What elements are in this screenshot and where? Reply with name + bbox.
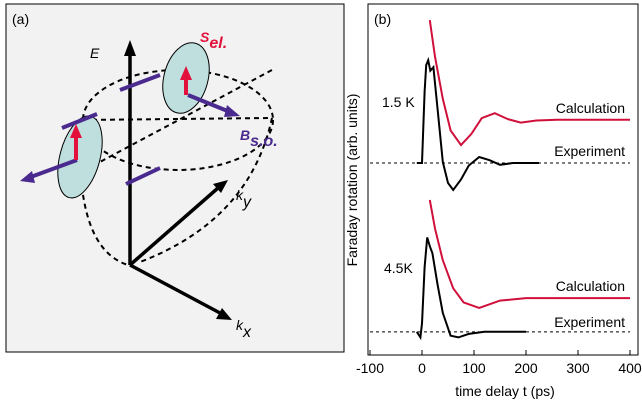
symbol: k: [236, 317, 244, 333]
series-label: Experiment: [554, 143, 625, 159]
series-label: Experiment: [554, 314, 625, 330]
arrow-head: [224, 105, 240, 117]
panel-b: (b) -100 0 100 200 300 400 time delay t (ps) Far…: [344, 3, 642, 399]
field-arrow: [61, 112, 98, 130]
series-label: Calculation: [556, 278, 625, 294]
x-tick-label: 100: [462, 360, 486, 376]
temperature-label: 4.5K: [384, 260, 413, 276]
x-tick-label: 300: [566, 360, 590, 376]
field-arrow: [119, 73, 161, 92]
ky-axis: [128, 186, 220, 267]
x-tick-label: 400: [618, 360, 642, 376]
energy-contour: [82, 69, 274, 171]
panel-label: (b): [374, 11, 391, 27]
subscript: s.o.: [250, 133, 278, 150]
panel-label: (a): [12, 11, 29, 27]
symbol: S: [200, 29, 210, 45]
arrow-head: [216, 308, 232, 320]
contour-lines: [82, 69, 273, 171]
y-axis-title: Faraday rotation (arb. units): [344, 94, 360, 267]
field-arrow: [125, 166, 161, 186]
field-arrow: [187, 93, 231, 114]
arrow-head: [180, 66, 192, 80]
plot-frame: [367, 3, 639, 356]
arrow-head: [20, 171, 35, 183]
kx-axis: [129, 263, 221, 315]
curve: [428, 199, 630, 310]
symbol: B: [240, 127, 250, 143]
arrow-head: [124, 40, 136, 56]
panel-a: (a) E Sel. Bs.o. ky kx: [5, 3, 345, 353]
x-axis-title: time delay t (ps): [455, 383, 555, 399]
kx-label: kx: [236, 317, 252, 341]
temperature-label: 1.5 K: [382, 94, 415, 110]
series-label: Calculation: [556, 100, 625, 116]
arrow-head: [213, 180, 228, 193]
x-tick-label: 200: [514, 360, 538, 376]
ky-label: ky: [236, 187, 252, 211]
arrow-head: [70, 124, 82, 138]
curve: [415, 237, 526, 341]
x-tick-label: -100: [356, 360, 384, 376]
field-label: Bs.o.: [240, 127, 278, 150]
subscript: y: [242, 194, 252, 211]
spin-label: Sel.: [200, 29, 227, 52]
field-arrow: [27, 158, 78, 180]
x-tick-label: 0: [418, 360, 426, 376]
curve: [428, 19, 630, 147]
subscript: el.: [209, 35, 227, 52]
symbol: k: [236, 187, 244, 203]
energy-label: E: [90, 45, 100, 61]
curve: [416, 56, 539, 192]
subscript: x: [242, 324, 252, 341]
